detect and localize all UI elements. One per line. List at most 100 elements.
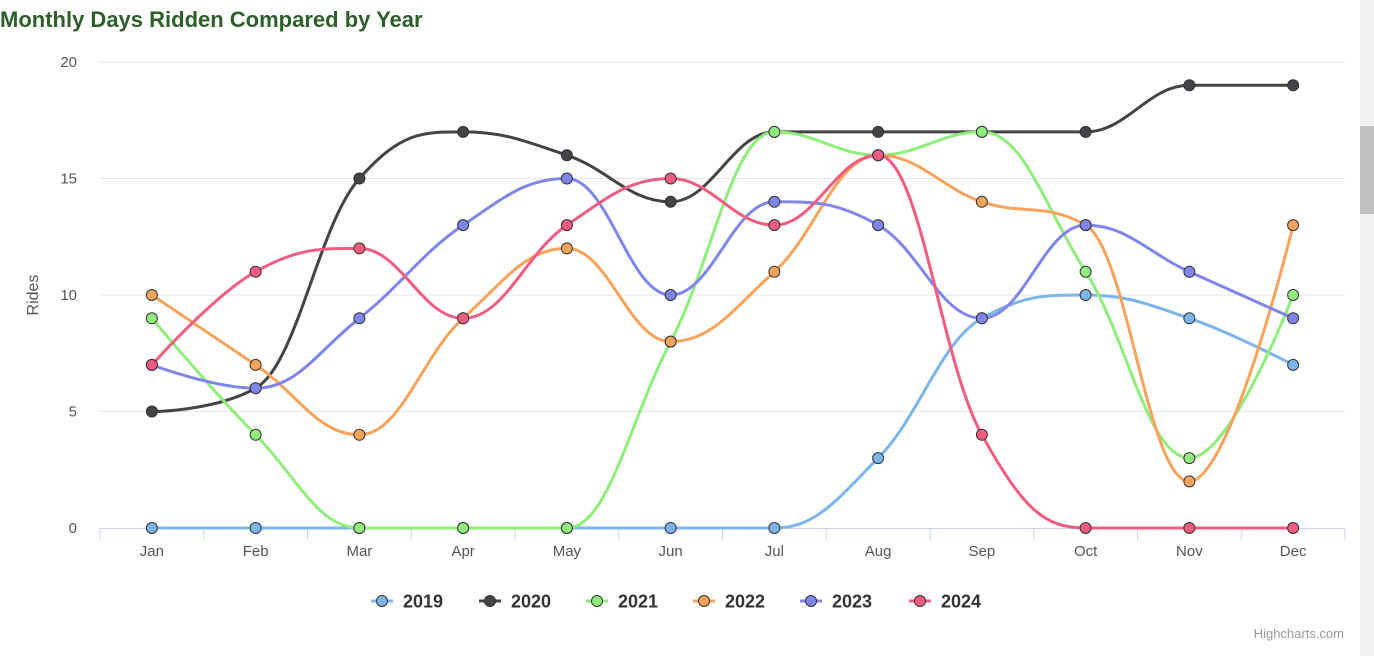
data-point-2023-Sep [975, 312, 988, 325]
data-point-2024-Dec [1287, 522, 1300, 534]
grid-lines [100, 61, 1345, 412]
x-tick-label: Jan [140, 543, 164, 560]
data-point-2020-Oct [1079, 125, 1092, 138]
x-tick-label: Apr [451, 543, 474, 560]
x-tick-label: Dec [1280, 543, 1307, 560]
data-point-2022-Jan [145, 289, 158, 301]
y-axis-title: Rides [25, 275, 42, 316]
data-point-2020-Aug [872, 125, 885, 138]
data-point-2019-Dec [1287, 358, 1300, 371]
legend-item-2021[interactable]: 2021 [586, 592, 658, 612]
data-point-2021-Oct [1079, 265, 1092, 278]
legend-label-2022: 2022 [725, 592, 765, 612]
data-point-2019-Feb [249, 522, 262, 534]
legend-marker-2023 [805, 595, 817, 607]
data-point-2019-Jun [664, 522, 677, 534]
data-point-2019-Jan [145, 522, 158, 534]
data-point-2019-Jul [768, 522, 781, 534]
scrollbar-thumb[interactable] [1360, 126, 1374, 214]
data-point-2024-Apr [457, 312, 470, 325]
x-tick-label: Sep [969, 543, 996, 560]
data-point-2024-Sep [975, 428, 988, 441]
legend-label-2021: 2021 [618, 592, 658, 612]
x-tick-label: Aug [865, 543, 892, 560]
x-axis: Jan Feb Mar Apr May Jun Jul Aug Sep Oct Nov Dec [99, 528, 1346, 560]
y-tick-label: 5 [69, 404, 77, 421]
data-point-2022-May [560, 242, 573, 255]
legend-item-2019[interactable]: 2019 [371, 592, 443, 612]
data-point-2020-May [560, 149, 573, 162]
x-tick-label: May [553, 543, 582, 560]
y-tick-label: 20 [60, 54, 77, 71]
legend: 2019 2020 2021 2022 2023 2024 [371, 592, 981, 612]
x-tick-label: Feb [243, 543, 269, 560]
data-point-2023-May [560, 172, 573, 185]
data-point-2021-May [560, 522, 573, 534]
data-point-2023-Aug [872, 219, 885, 232]
legend-item-2024[interactable]: 2024 [909, 592, 981, 612]
legend-item-2020[interactable]: 2020 [479, 592, 551, 612]
x-tick-label: Mar [346, 543, 372, 560]
data-point-2023-Dec [1287, 312, 1300, 325]
data-point-2022-Mar [353, 428, 366, 441]
data-point-2021-Dec [1287, 289, 1300, 301]
y-axis: 0 5 10 15 20 [60, 54, 77, 537]
data-point-2023-Nov [1183, 265, 1196, 278]
legend-marker-2020 [484, 595, 496, 607]
data-point-2020-Apr [457, 125, 470, 138]
data-point-2021-Mar [353, 522, 366, 534]
data-point-2022-Jul [768, 265, 781, 278]
data-point-2019-Oct [1079, 289, 1092, 301]
data-point-2024-Jul [768, 219, 781, 232]
data-point-2019-Aug [872, 452, 885, 465]
scrollbar-track[interactable] [1360, 0, 1374, 656]
chart-title: Monthly Days Ridden Compared by Year [0, 7, 423, 32]
x-tick-label: Jul [765, 543, 784, 560]
series-line-2021 [150, 130, 1295, 530]
legend-marker-2024 [914, 595, 926, 607]
y-tick-label: 15 [60, 171, 77, 188]
data-point-2021-Feb [249, 428, 262, 441]
data-point-2023-Mar [353, 312, 366, 325]
data-point-2020-Nov [1183, 79, 1196, 92]
series-lines [145, 79, 1300, 534]
legend-label-2019: 2019 [403, 592, 443, 612]
data-point-2020-Dec [1287, 79, 1300, 92]
data-point-2021-Nov [1183, 452, 1196, 465]
x-tick-label: Nov [1176, 543, 1203, 560]
series-2024 [145, 149, 1300, 534]
data-point-2021-Jan [145, 312, 158, 325]
legend-label-2024: 2024 [941, 592, 981, 612]
data-point-2022-Nov [1183, 475, 1196, 488]
data-point-2022-Jun [664, 335, 677, 348]
data-point-2020-Jan [145, 405, 158, 418]
data-point-2024-Mar [353, 242, 366, 255]
legend-item-2022[interactable]: 2022 [693, 592, 765, 612]
x-tick-label: Jun [659, 543, 683, 560]
data-point-2021-Apr [457, 522, 470, 534]
data-point-2023-Feb [249, 382, 262, 395]
data-point-2021-Jul [768, 125, 781, 138]
legend-item-2023[interactable]: 2023 [800, 592, 872, 612]
data-point-2019-Nov [1183, 312, 1196, 325]
data-point-2023-Jul [768, 195, 781, 208]
x-tick-label: Oct [1074, 543, 1098, 560]
data-point-2023-Apr [457, 219, 470, 232]
data-point-2024-Feb [249, 265, 262, 278]
legend-marker-2022 [698, 595, 710, 607]
legend-marker-2021 [591, 595, 603, 607]
series-2021 [145, 125, 1300, 534]
legend-label-2020: 2020 [511, 592, 551, 612]
legend-label-2023: 2023 [832, 592, 872, 612]
data-point-2022-Dec [1287, 219, 1300, 232]
credits-link[interactable]: Highcharts.com [1253, 626, 1344, 641]
data-point-2021-Sep [975, 125, 988, 138]
data-point-2024-Oct [1079, 522, 1092, 534]
data-point-2024-Nov [1183, 522, 1196, 534]
data-point-2023-Jun [664, 289, 677, 301]
data-point-2022-Sep [975, 195, 988, 208]
legend-marker-2019 [376, 595, 388, 607]
y-tick-label: 10 [60, 287, 77, 304]
data-point-2020-Mar [353, 172, 366, 185]
